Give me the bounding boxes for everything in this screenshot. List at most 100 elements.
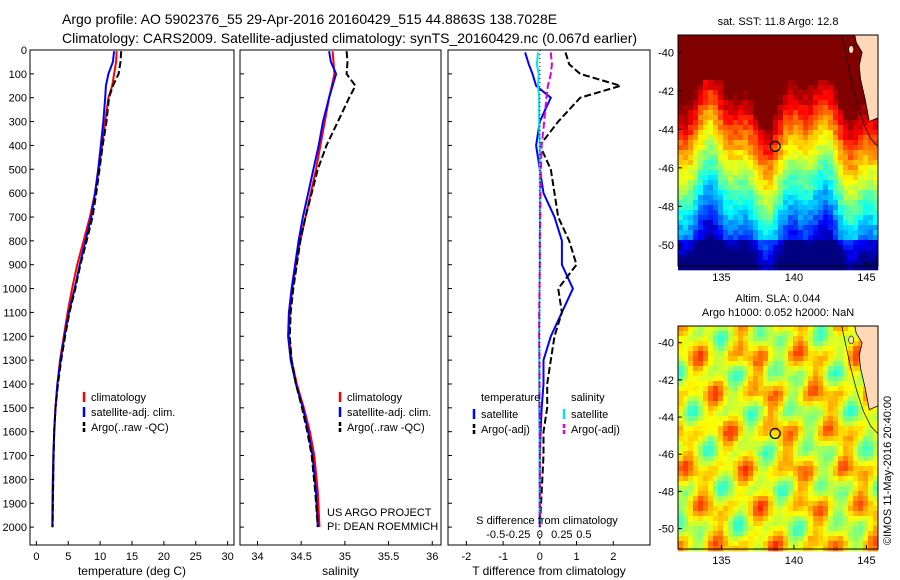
- map-cell: [723, 210, 729, 216]
- island: [848, 335, 854, 345]
- map-cell: [793, 125, 799, 131]
- map-cell: [818, 60, 824, 66]
- map-cell: [783, 180, 789, 186]
- map-cell: [848, 446, 854, 452]
- legend-label: climatology: [347, 392, 403, 404]
- map-cell: [773, 265, 779, 271]
- map-cell: [733, 356, 739, 362]
- map-cell: [848, 331, 854, 337]
- map-cell: [853, 476, 859, 482]
- map-cell: [788, 45, 794, 51]
- map-cell: [798, 466, 804, 472]
- map-cell: [828, 85, 834, 91]
- map-cell: [763, 120, 769, 126]
- map-cell: [863, 225, 869, 231]
- map-cell: [678, 346, 684, 352]
- map-cell: [858, 481, 864, 487]
- map-cell: [758, 195, 764, 201]
- map-cell: [793, 406, 799, 412]
- map-cell: [728, 506, 734, 512]
- map-cell: [858, 140, 864, 146]
- map-cell: [683, 336, 689, 342]
- map-cell: [758, 175, 764, 181]
- map-cell: [833, 456, 839, 462]
- map-cell: [768, 511, 774, 517]
- map-cell: [823, 175, 829, 181]
- map-cell: [708, 200, 714, 206]
- map-cell: [853, 516, 859, 522]
- map-cell: [818, 381, 824, 387]
- map-cell: [813, 190, 819, 196]
- map-cell: [743, 125, 749, 131]
- map-cell: [858, 531, 864, 537]
- map-cell: [853, 230, 859, 236]
- map-cell: [743, 70, 749, 76]
- map-cell: [803, 230, 809, 236]
- map-cell: [768, 140, 774, 146]
- map-cell: [783, 491, 789, 497]
- map-cell: [793, 541, 799, 547]
- map-cell: [678, 491, 684, 497]
- map-cell: [858, 195, 864, 201]
- map-cell: [738, 431, 744, 437]
- map-cell: [713, 536, 719, 542]
- map-cell: [703, 386, 709, 392]
- map-cell: [748, 180, 754, 186]
- map-cell: [698, 130, 704, 136]
- map-cell: [698, 40, 704, 46]
- map-cell: [808, 210, 814, 216]
- map-cell: [728, 526, 734, 532]
- map-cell: [743, 90, 749, 96]
- map-cell: [753, 260, 759, 266]
- map-cell: [743, 416, 749, 422]
- map-cell: [748, 376, 754, 382]
- map-cell: [853, 170, 859, 176]
- map-cell: [698, 120, 704, 126]
- map-cell: [698, 531, 704, 537]
- map-cell: [808, 416, 814, 422]
- map-cell: [833, 90, 839, 96]
- map-cell: [753, 75, 759, 81]
- map-cell: [693, 496, 699, 502]
- map-cell: [698, 265, 704, 271]
- map-cell: [783, 341, 789, 347]
- map-cell: [778, 265, 784, 271]
- map-cell: [808, 466, 814, 472]
- map-cell: [688, 220, 694, 226]
- map-cell: [753, 110, 759, 116]
- map-cell: [698, 416, 704, 422]
- map-cell: [758, 35, 764, 41]
- map-cell: [753, 130, 759, 136]
- map-cell: [748, 466, 754, 472]
- map-cell: [798, 210, 804, 216]
- map-cell: [813, 406, 819, 412]
- map-cell: [728, 346, 734, 352]
- map-cell: [678, 411, 684, 417]
- map-cell: [773, 120, 779, 126]
- map-cell: [718, 130, 724, 136]
- map-cell: [863, 441, 869, 447]
- map-cell: [793, 60, 799, 66]
- map-cell: [868, 160, 874, 166]
- map-cell: [798, 446, 804, 452]
- map-cell: [768, 491, 774, 497]
- map-cell: [818, 100, 824, 106]
- map-cell: [798, 250, 804, 256]
- map-cell: [788, 175, 794, 181]
- map-cell: [683, 396, 689, 402]
- map-cell: [743, 255, 749, 261]
- map-cell: [788, 230, 794, 236]
- map-cell: [743, 446, 749, 452]
- map-cell: [838, 235, 844, 241]
- map-cell: [838, 491, 844, 497]
- map-cell: [843, 245, 849, 251]
- map-cell: [828, 446, 834, 452]
- map-cell: [738, 265, 744, 271]
- map-cell: [713, 456, 719, 462]
- map-cell: [788, 195, 794, 201]
- y-tick-label: 1100: [3, 307, 27, 319]
- map-cell: [748, 406, 754, 412]
- y-tick-label: 1000: [3, 284, 27, 296]
- map-cell: [678, 160, 684, 166]
- map-cell: [788, 205, 794, 211]
